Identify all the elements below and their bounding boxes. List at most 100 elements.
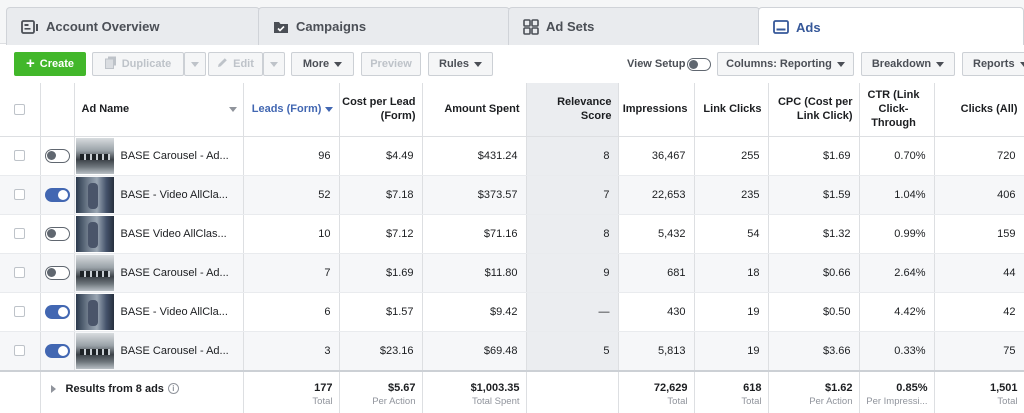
expand-triangle-icon xyxy=(50,384,56,393)
duplicate-button[interactable]: Duplicate xyxy=(92,52,184,76)
header-clicks-all[interactable]: Clicks (All) xyxy=(934,83,1024,137)
plus-icon: + xyxy=(25,55,35,72)
sort-desc-icon xyxy=(324,107,333,113)
rules-button[interactable]: Rules xyxy=(428,52,493,76)
row-toggle-cell xyxy=(40,136,75,176)
ad-status-toggle[interactable] xyxy=(44,343,70,358)
edit-dropdown-button[interactable] xyxy=(263,52,285,76)
cell-impressions: 430 xyxy=(618,292,695,332)
breakdown-button[interactable]: Breakdown xyxy=(861,52,955,76)
cell-cost-per-lead: $4.49 xyxy=(339,136,423,176)
cell-impressions: 22,653 xyxy=(618,175,695,215)
cell-amount-spent: $373.57 xyxy=(422,175,527,215)
row-toggle-cell xyxy=(40,331,75,371)
header-ad-name[interactable]: Ad Name xyxy=(74,83,244,137)
cell-cpc: $0.50 xyxy=(768,292,860,332)
cell-link-clicks: 19 xyxy=(694,331,769,371)
total-leads: 177 Total xyxy=(243,369,340,413)
more-button[interactable]: More xyxy=(291,52,354,76)
columns-button[interactable]: Columns: Reporting xyxy=(717,52,854,76)
table-row[interactable]: BASE Video AllClas... 10 $7.12 $71.16 8 5,432… xyxy=(0,214,1024,254)
duplicate-dropdown-button[interactable] xyxy=(184,52,206,76)
ad-status-toggle[interactable] xyxy=(44,304,70,319)
chevron-down-icon xyxy=(936,61,945,67)
row-checkbox[interactable] xyxy=(14,345,26,357)
chevron-down-icon xyxy=(334,61,343,67)
ad-name-link[interactable]: BASE Carousel - Ad... xyxy=(120,266,229,279)
header-cpc[interactable]: CPC (Cost per Link Click) xyxy=(768,83,860,137)
header-cost-per-lead[interactable]: Cost per Lead (Form) xyxy=(339,83,423,137)
row-checkbox[interactable] xyxy=(14,228,26,240)
table-row[interactable]: BASE - Video AllCla... 6 $1.57 $9.42—430 19 $… xyxy=(0,292,1024,332)
row-select-cell xyxy=(0,292,41,332)
ad-thumbnail xyxy=(75,137,114,174)
cell-link-clicks: 255 xyxy=(694,136,769,176)
cell-ctr: 0.70% xyxy=(859,136,935,176)
tab-label: Ad Sets xyxy=(546,19,595,34)
cell-impressions: 681 xyxy=(618,253,695,293)
chevron-down-icon xyxy=(228,107,237,113)
table-row[interactable]: BASE Carousel - Ad... 96 $4.49 $431.24 8 36,4… xyxy=(0,136,1024,176)
tab-ad-sets[interactable]: Ad Sets xyxy=(508,7,760,45)
cell-amount-spent: $11.80 xyxy=(422,253,527,293)
ad-name-link[interactable]: BASE Carousel - Ad... xyxy=(120,344,229,357)
grid-icon xyxy=(523,18,539,35)
header-link-clicks[interactable]: Link Clicks xyxy=(694,83,769,137)
tab-label: Ads xyxy=(796,19,821,35)
row-checkbox[interactable] xyxy=(14,189,26,201)
total-ctr: 0.85% Per Impressi... xyxy=(859,369,935,413)
row-checkbox[interactable] xyxy=(14,150,26,162)
cell-cost-per-lead: $23.16 xyxy=(339,331,423,371)
cell-clicks-all: 406 xyxy=(934,175,1024,215)
select-all-checkbox[interactable] xyxy=(14,103,26,115)
create-button[interactable]: + Create xyxy=(14,52,86,76)
chevron-down-icon xyxy=(473,61,482,67)
cell-ctr: 0.33% xyxy=(859,331,935,371)
ad-name-link[interactable]: BASE Carousel - Ad... xyxy=(120,149,229,162)
cell-ad-name: BASE Carousel - Ad... xyxy=(74,136,244,176)
row-checkbox[interactable] xyxy=(14,267,26,279)
cell-ctr: 1.04% xyxy=(859,175,935,215)
table-row[interactable]: BASE Carousel - Ad... 7 $1.69 $11.80 9 681 18 $… xyxy=(0,253,1024,293)
total-amount-spent: $1,003.35 Total Spent xyxy=(422,369,527,413)
results-summary[interactable]: Results from 8 ads i xyxy=(40,369,244,413)
tab-campaigns[interactable]: Campaigns xyxy=(258,7,510,45)
tab-bar: Account Overview Campaigns Ad Sets Ads xyxy=(0,0,1024,46)
cell-impressions: 5,813 xyxy=(618,331,695,371)
ad-status-toggle[interactable] xyxy=(44,187,70,202)
edit-button[interactable]: Edit xyxy=(208,52,263,76)
header-relevance-score[interactable]: Relevance Score xyxy=(526,83,619,137)
header-amount-spent[interactable]: Amount Spent xyxy=(422,83,527,137)
cell-leads: 7 xyxy=(243,253,340,293)
tab-ads[interactable]: Ads xyxy=(758,7,1024,46)
cell-link-clicks: 18 xyxy=(694,253,769,293)
cell-relevance-score: 5 xyxy=(526,331,619,371)
header-impressions[interactable]: Impressions xyxy=(618,83,695,137)
ads-table: Ad Name Leads (Form) Cost per Lead (Form… xyxy=(0,83,1024,413)
header-ctr[interactable]: CTR (Link Click-Through xyxy=(859,83,935,137)
cell-link-clicks: 54 xyxy=(694,214,769,254)
cell-link-clicks: 235 xyxy=(694,175,769,215)
toggle-header-cell xyxy=(40,83,75,137)
total-clicks-all: 1,501 Total xyxy=(934,369,1024,413)
ad-status-toggle[interactable] xyxy=(44,226,70,241)
preview-button[interactable]: Preview xyxy=(361,52,421,76)
table-row[interactable]: BASE - Video AllCla... 52 $7.18 $373.57 7 22,… xyxy=(0,175,1024,215)
ad-name-link[interactable]: BASE - Video AllCla... xyxy=(120,305,228,318)
cell-leads: 6 xyxy=(243,292,340,332)
ad-name-link[interactable]: BASE - Video AllCla... xyxy=(120,188,228,201)
total-link-clicks: 618 Total xyxy=(694,369,769,413)
reports-button[interactable]: Reports xyxy=(962,52,1024,76)
cell-cost-per-lead: $7.18 xyxy=(339,175,423,215)
view-setup-toggle[interactable] xyxy=(687,58,711,71)
ad-name-link[interactable]: BASE Video AllClas... xyxy=(120,227,227,240)
tab-account-overview[interactable]: Account Overview xyxy=(6,7,260,45)
table-row[interactable]: BASE Carousel - Ad... 3 $23.16 $69.48 5 5,813… xyxy=(0,331,1024,371)
ad-status-toggle[interactable] xyxy=(44,265,70,280)
total-relevance xyxy=(526,369,619,413)
cell-ctr: 2.64% xyxy=(859,253,935,293)
ad-status-toggle[interactable] xyxy=(44,148,70,163)
row-checkbox[interactable] xyxy=(14,306,26,318)
header-leads[interactable]: Leads (Form) xyxy=(243,83,340,137)
row-select-cell xyxy=(0,175,41,215)
